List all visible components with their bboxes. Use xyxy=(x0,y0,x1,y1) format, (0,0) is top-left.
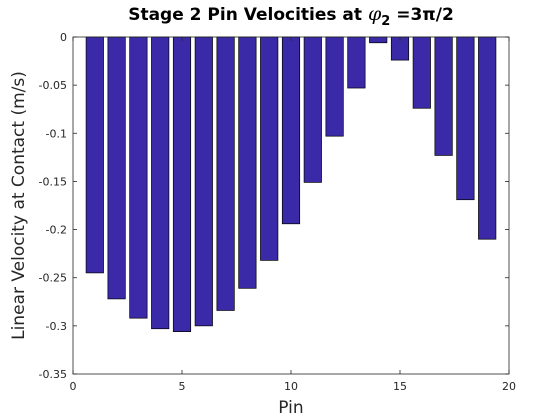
bar-pin-12 xyxy=(325,36,344,137)
bar-pin-11 xyxy=(303,36,322,183)
bar-pin-1 xyxy=(85,36,104,274)
y-tick-label: -0.3 xyxy=(46,320,67,333)
bar-pin-10 xyxy=(281,36,301,225)
y-tick-label: -0.25 xyxy=(39,272,67,285)
bar-pin-5 xyxy=(172,36,192,332)
y-tick-label: 0 xyxy=(60,31,67,44)
x-tick-label: 20 xyxy=(502,380,516,393)
chart-title-text: Stage 2 Pin Velocities at xyxy=(128,5,368,25)
chart-title-tail: =3π/2 xyxy=(390,5,453,25)
bar-pin-4 xyxy=(151,36,170,330)
bar-pin-9 xyxy=(260,36,279,261)
bar-pin-13 xyxy=(347,36,366,89)
bar-pin-18 xyxy=(456,36,475,201)
x-ticks-group: 0 5 10 15 20 xyxy=(70,37,516,393)
bar-pin-8 xyxy=(238,36,257,289)
bar-pin-17 xyxy=(434,36,453,156)
x-tick-label: 10 xyxy=(284,380,298,393)
y-tick-label: -0.2 xyxy=(46,224,67,237)
bar-pin-14 xyxy=(369,36,388,44)
bar-pin-7 xyxy=(216,36,235,311)
bars-group xyxy=(85,36,497,332)
chart-title: Stage 2 Pin Velocities at φ2 =3π/2 xyxy=(128,3,454,29)
x-tick-label: 15 xyxy=(393,380,407,393)
chart-title-subscript: 2 xyxy=(381,14,390,29)
bar-pin-16 xyxy=(412,36,431,109)
y-axis-label: Linear Velocity at Contact (m/s) xyxy=(9,71,29,340)
y-tick-label: -0.1 xyxy=(46,127,67,140)
x-tick-label: 0 xyxy=(70,380,77,393)
bar-pin-3 xyxy=(129,36,148,319)
x-tick-label: 5 xyxy=(179,380,186,393)
bar-pin-19 xyxy=(478,36,497,240)
chart-title-symbol: φ xyxy=(368,3,382,25)
y-tick-label: -0.15 xyxy=(39,175,67,188)
bar-pin-6 xyxy=(194,36,213,327)
x-axis-label: Pin xyxy=(278,398,303,418)
y-tick-label: -0.35 xyxy=(39,368,67,381)
bar-pin-2 xyxy=(107,36,126,300)
y-tick-label: -0.05 xyxy=(39,79,67,92)
y-ticks-group: 0 -0.05 -0.1 -0.15 -0.2 -0.25 -0.3 -0.35 xyxy=(39,31,509,381)
